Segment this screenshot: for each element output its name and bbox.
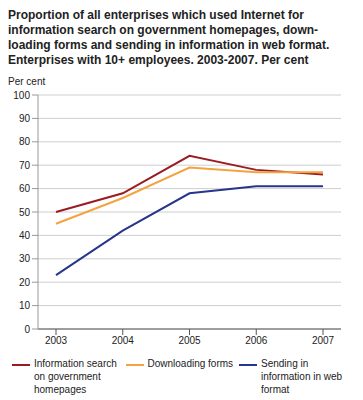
svg-text:80: 80 bbox=[19, 136, 31, 147]
html-text:Per cent: Per cent bbox=[8, 76, 46, 87]
html-text:Sending in information in web: Sending in information in web format bbox=[261, 358, 343, 395]
svg-text:10: 10 bbox=[19, 300, 31, 311]
svg-text:2007: 2007 bbox=[312, 335, 335, 346]
svg-text:30: 30 bbox=[19, 253, 31, 264]
html-text:Downloading forms: Downloading forms bbox=[147, 358, 234, 369]
svg-text:50: 50 bbox=[19, 207, 31, 218]
html-text:Information search on governme: Information search on government homepag… bbox=[34, 358, 117, 395]
svg-text:60: 60 bbox=[19, 183, 31, 194]
svg-text:20: 20 bbox=[19, 277, 31, 288]
svg-text:70: 70 bbox=[19, 160, 31, 171]
svg-text:2006: 2006 bbox=[245, 335, 268, 346]
svg-text:0: 0 bbox=[24, 324, 30, 335]
svg-text:90: 90 bbox=[19, 113, 31, 124]
svg-text:2005: 2005 bbox=[178, 335, 201, 346]
svg-text:2004: 2004 bbox=[112, 335, 135, 346]
svg-text:2003: 2003 bbox=[45, 335, 68, 346]
html-text:Proportion of all enterprises: Proportion of all enterprises which used… bbox=[8, 8, 330, 67]
svg-text:40: 40 bbox=[19, 230, 31, 241]
svg-text:100: 100 bbox=[13, 90, 30, 101]
